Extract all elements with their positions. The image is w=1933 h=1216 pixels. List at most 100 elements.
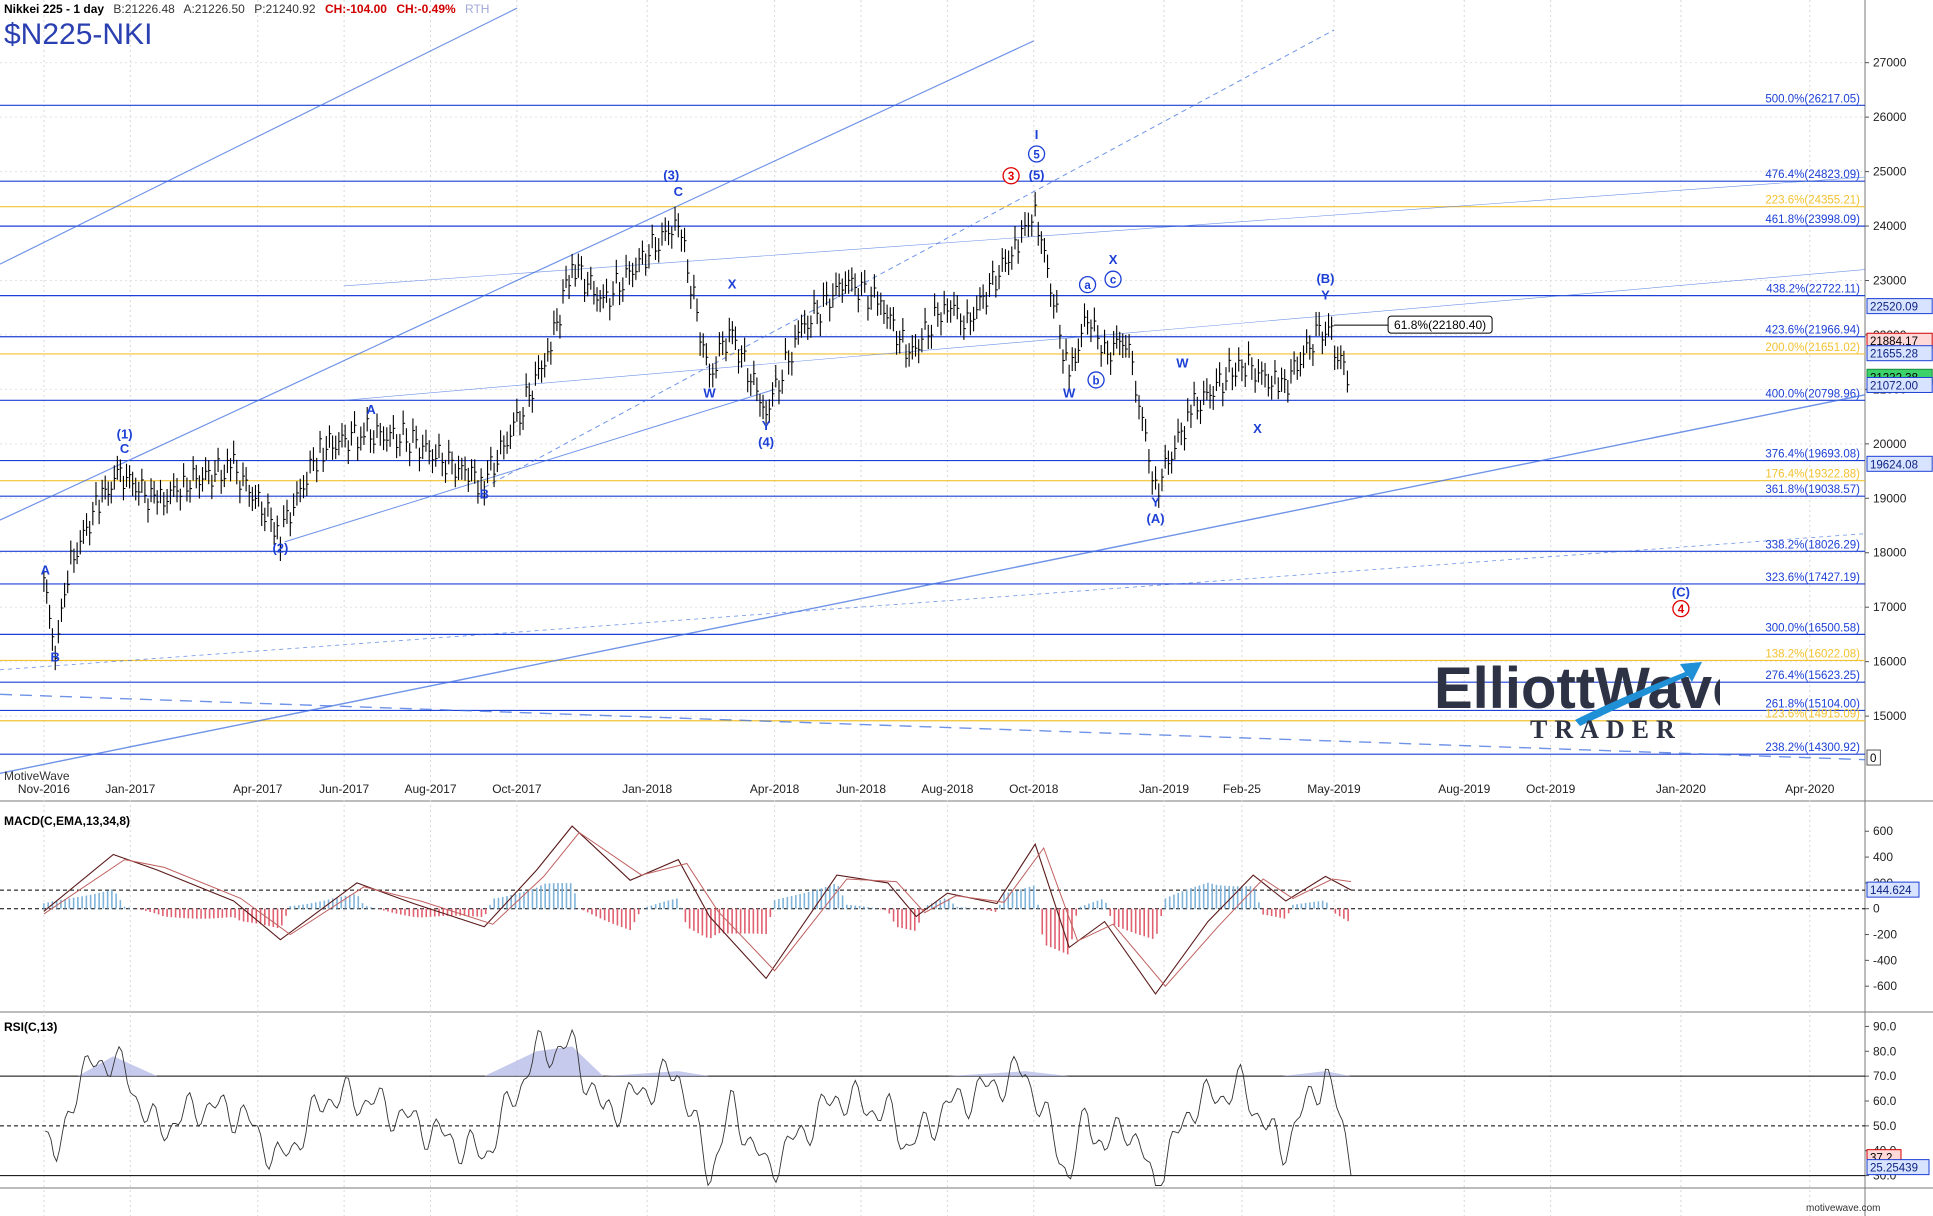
wave-label: Y bbox=[1321, 288, 1330, 303]
wave-label: C bbox=[674, 184, 684, 199]
rsi-badge-box bbox=[1866, 1159, 1930, 1176]
instrument-title: Nikkei 225 - 1 day bbox=[4, 2, 105, 16]
wave-label: 5 bbox=[1033, 149, 1040, 161]
wave-circle bbox=[1087, 371, 1105, 389]
rsi-badge: 25.25439 bbox=[1870, 1163, 1918, 1175]
rsi-y-tick-label: 50.0 bbox=[1873, 1119, 1897, 1133]
wave-circle bbox=[1002, 167, 1020, 185]
price-badge: 19624.08 bbox=[1870, 459, 1918, 471]
wave-circle bbox=[1078, 275, 1097, 294]
bid-value: B:21226.48 bbox=[113, 2, 175, 16]
fib-level-label: 438.2%(22722.11) bbox=[1766, 284, 1860, 296]
fib-level-label: 376.4%(19693.08) bbox=[1765, 449, 1860, 461]
wave-label: W bbox=[703, 386, 716, 401]
x-tick-label: Oct-2018 bbox=[1009, 782, 1059, 796]
rth-toggle[interactable]: RTH bbox=[465, 2, 490, 16]
rsi-y-tick-label: 90.0 bbox=[1873, 1019, 1897, 1033]
change-value: CH:-104.00 bbox=[324, 2, 387, 16]
logo-swoosh bbox=[1575, 662, 1702, 726]
fib-level-label: 461.8%(23998.09) bbox=[1765, 214, 1860, 226]
fib-level-label: 123.6%(14915.09) bbox=[1765, 709, 1860, 721]
wave-circle bbox=[1104, 270, 1122, 288]
wave-label: b bbox=[1093, 375, 1100, 387]
motivewave-url: motivewave.com bbox=[1806, 1203, 1881, 1214]
price-badge: 0 bbox=[1870, 753, 1876, 765]
rsi-panel bbox=[0, 1028, 1865, 1187]
y-tick-label: 26000 bbox=[1873, 110, 1907, 124]
wave-label: a bbox=[1084, 280, 1091, 292]
fib-level-label: 200.0%(21651.02) bbox=[1765, 342, 1860, 354]
y-tick-label: 24000 bbox=[1873, 219, 1907, 233]
chart-header: Nikkei 225 - 1 day B:21226.48 A:21226.50… bbox=[4, 2, 495, 16]
y-tick-label: 23000 bbox=[1873, 273, 1907, 287]
price-badge-box bbox=[1866, 345, 1933, 362]
fib-level-label: 400.0%(20798.96) bbox=[1765, 388, 1860, 400]
wave-label: (B) bbox=[1316, 271, 1334, 286]
wave-label: (4) bbox=[758, 435, 774, 450]
wave-circle bbox=[1672, 599, 1690, 618]
wave-label: (3) bbox=[663, 168, 679, 183]
x-tick-label: May-2019 bbox=[1307, 782, 1361, 796]
axes: Nov-2016 Jan-2017 Apr-2017 Jun-2017 Aug-2017… bbox=[18, 56, 1933, 1183]
trend-line bbox=[0, 394, 1866, 774]
price-badge: 21655.28 bbox=[1870, 349, 1918, 361]
price-badge-box bbox=[1866, 298, 1933, 315]
x-tick-label: Jan-2020 bbox=[1656, 782, 1706, 796]
macd-y-tick-label: 600 bbox=[1873, 824, 1893, 838]
fib-levels: 500.0%(26217.05) 476.4%(24823.09) 223.6%(2… bbox=[0, 93, 1865, 755]
wave-label: W bbox=[1176, 356, 1189, 371]
wave-label: C bbox=[120, 441, 130, 456]
rsi-title: RSI(C,13) bbox=[4, 1020, 58, 1034]
x-tick-label: Apr-2020 bbox=[1785, 782, 1835, 796]
elliottwave-trader-logo: ElliottWave TRADER bbox=[1434, 656, 1720, 744]
macd-signal-line bbox=[43, 831, 1352, 987]
y-tick-label: 17000 bbox=[1873, 600, 1907, 614]
wave-label: (1) bbox=[117, 426, 133, 441]
fib-level-label: 238.2%(14300.92) bbox=[1765, 742, 1860, 754]
x-tick-label: Jun-2017 bbox=[319, 782, 369, 796]
rsi-line bbox=[45, 1028, 1352, 1187]
retracement-label: 61.8%(22180.40) bbox=[1394, 318, 1486, 332]
trend-line bbox=[0, 40, 1035, 521]
wave-label: A bbox=[366, 402, 376, 417]
x-tick-label: Oct-2017 bbox=[492, 782, 542, 796]
last-price: P:21240.92 bbox=[254, 2, 316, 16]
ask-value: A:21226.50 bbox=[183, 2, 245, 16]
logo-text-bottom: TRADER bbox=[1530, 715, 1682, 744]
x-tick-label: Jan-2018 bbox=[622, 782, 672, 796]
wave-label: B bbox=[480, 486, 489, 501]
wave-label: W bbox=[1063, 386, 1076, 401]
x-tick-label: Nov-2016 bbox=[18, 782, 70, 796]
fib-level-label: 261.8%(15104.00) bbox=[1765, 698, 1860, 710]
trend-line bbox=[0, 693, 1866, 761]
wave-label: (5) bbox=[1029, 168, 1045, 183]
retracement-box bbox=[1387, 315, 1493, 334]
price-badge-box bbox=[1866, 376, 1933, 393]
y-tick-label: 19000 bbox=[1873, 491, 1907, 505]
macd-line bbox=[43, 825, 1352, 995]
x-tick-label: Oct-2019 bbox=[1526, 782, 1576, 796]
y-tick-label: 27000 bbox=[1873, 56, 1907, 70]
fib-level-label: 138.2%(16022.08) bbox=[1765, 648, 1860, 660]
price-badge: 22520.09 bbox=[1870, 302, 1918, 314]
fib-level-label: 300.0%(16500.58) bbox=[1765, 622, 1860, 634]
logo-text-top: ElliottWave bbox=[1434, 656, 1720, 721]
macd-panel bbox=[0, 825, 1865, 995]
wave-label: I bbox=[1035, 127, 1039, 142]
y-tick-label: 18000 bbox=[1873, 546, 1907, 560]
macd-y-tick-label: -400 bbox=[1873, 953, 1897, 967]
wave-circle bbox=[1027, 145, 1046, 163]
fib-level-label: 423.6%(21966.94) bbox=[1765, 325, 1860, 337]
macd-y-tick-label: -600 bbox=[1873, 979, 1897, 993]
trend-line bbox=[0, 7, 518, 265]
x-tick-label: Jan-2017 bbox=[105, 782, 155, 796]
x-tick-label: Feb-25 bbox=[1223, 782, 1261, 796]
x-tick-label: Jan-2019 bbox=[1139, 782, 1189, 796]
wave-label: Y bbox=[762, 418, 771, 433]
fib-level-label: 361.8%(19038.57) bbox=[1765, 484, 1860, 496]
macd-badge: 144.624 bbox=[1870, 885, 1912, 897]
wave-label: 3 bbox=[1008, 171, 1014, 183]
wave-label: (A) bbox=[1147, 511, 1165, 526]
macd-y-tick-label: -200 bbox=[1873, 928, 1897, 942]
